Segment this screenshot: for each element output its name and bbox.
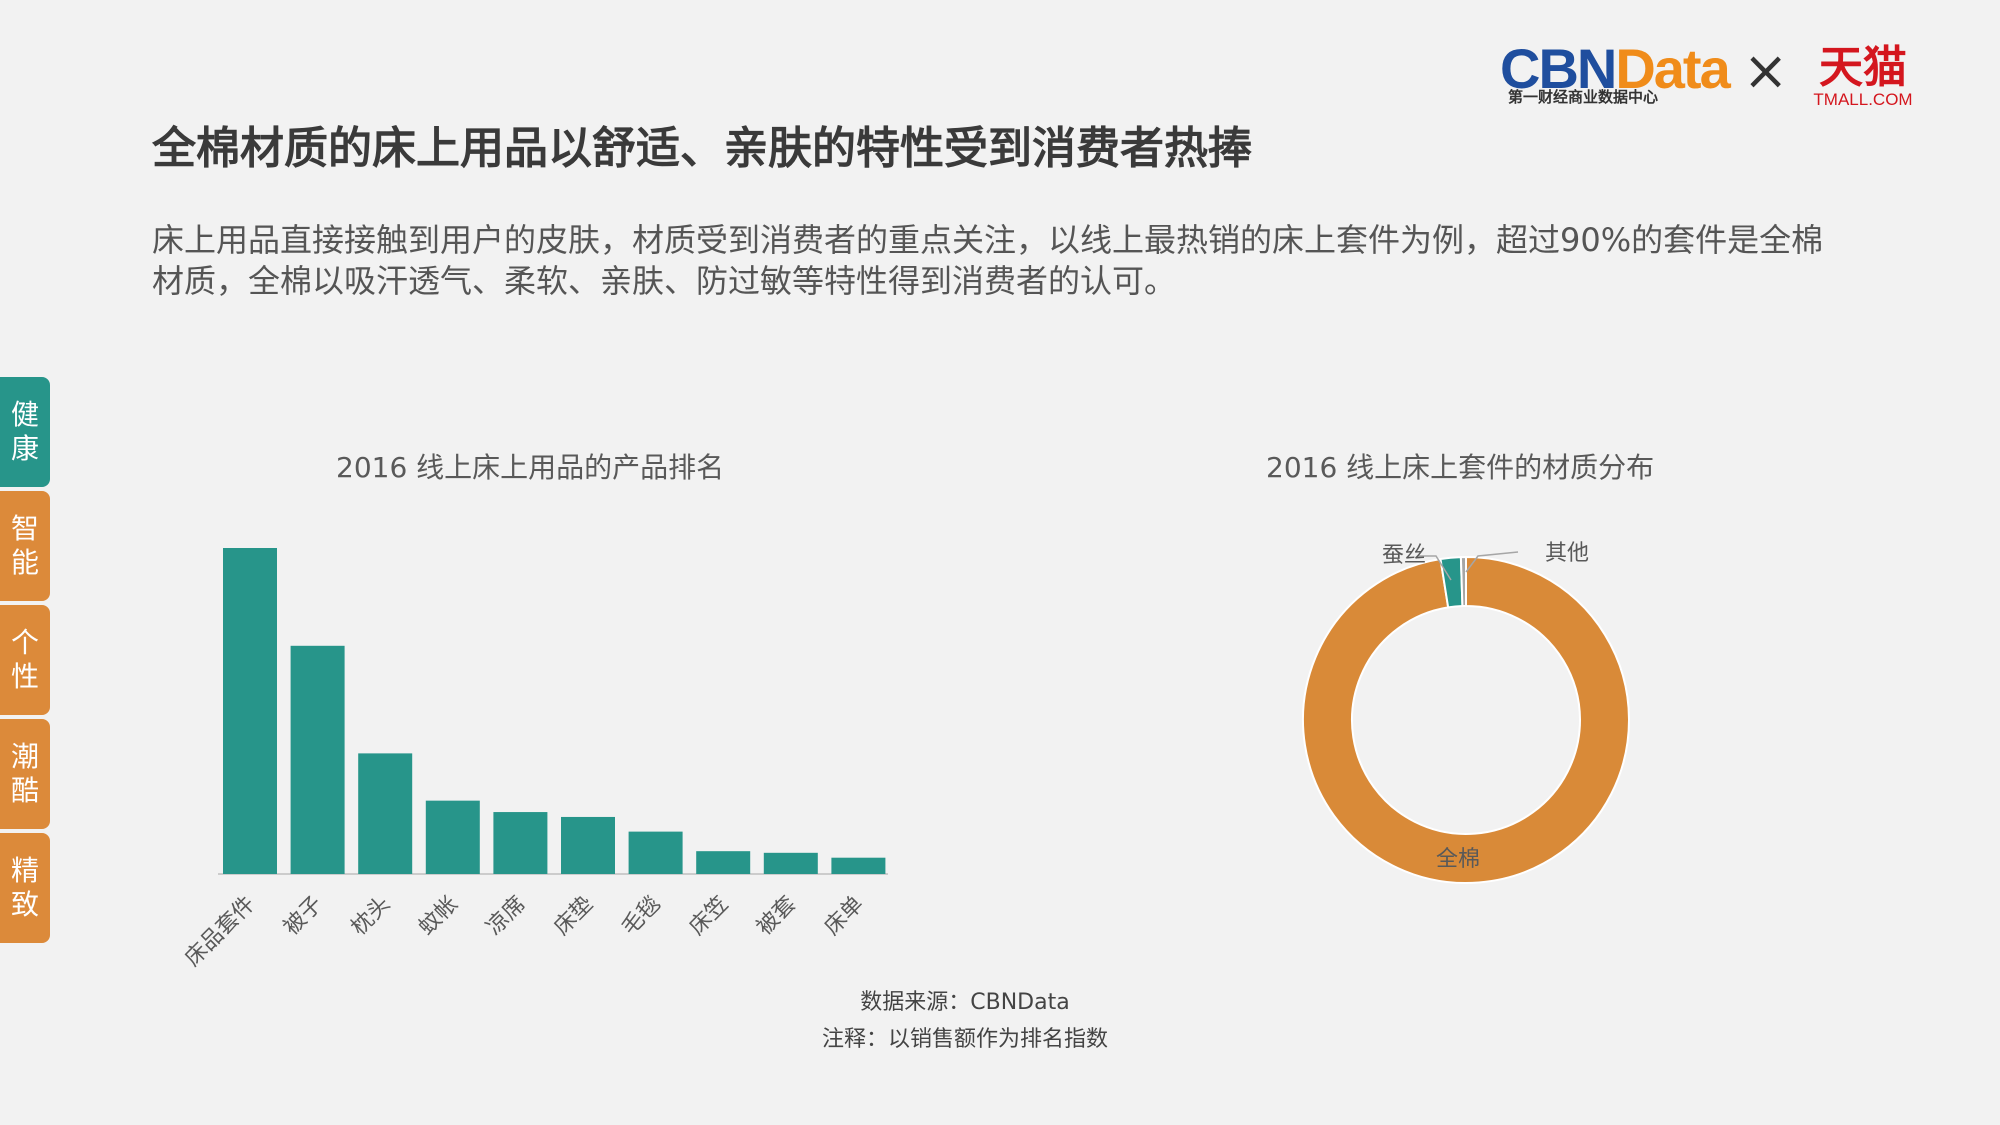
bar-7 [628, 831, 683, 874]
bar-4 [425, 800, 480, 874]
bar-1 [223, 548, 277, 874]
side-tab-char: 精 [10, 854, 39, 887]
side-tab-char: 潮 [10, 740, 39, 773]
side-tab-char: 健 [10, 398, 39, 431]
bar-tick-label: 蚊帐 [414, 892, 463, 941]
donut-chart-title: 2016 线上床上套件的材质分布 [1266, 451, 1655, 484]
brand-logos: CBNData 第一财经商业数据中心 × 天猫 TMALL.COM [1500, 37, 1913, 120]
side-tab-health[interactable]: 健 康 [0, 377, 50, 487]
side-tab-trendy[interactable]: 潮 酷 [0, 719, 50, 829]
donut-label-other: 其他 [1545, 541, 1589, 566]
side-tab-char: 性 [10, 660, 39, 693]
page-title: 全棉材质的床上用品以舒适、亲肤的特性受到消费者热捧 [152, 123, 1252, 174]
bar-tick-label: 凉席 [482, 892, 531, 941]
side-tab-exquisite[interactable]: 精 致 [0, 833, 50, 943]
side-tab-personal[interactable]: 个 性 [0, 605, 50, 715]
bar-8 [696, 851, 751, 874]
side-tab-char: 智 [10, 512, 39, 545]
bar-2 [290, 645, 345, 874]
donut-slice-cotton [1302, 555, 1630, 884]
bar-3 [358, 753, 413, 874]
bar-tick-label: 枕头 [347, 892, 396, 941]
bar-tick-label: 床笠 [685, 892, 734, 941]
tmall-logo-en: TMALL.COM [1813, 90, 1913, 109]
side-tab-char: 致 [10, 888, 39, 921]
bar-chart-title: 2016 线上床上用品的产品排名 [336, 451, 725, 484]
donut-label-cotton: 全棉 [1436, 847, 1480, 872]
ranking-remark-note: 注释：以销售额作为排名指数 [821, 1027, 1108, 1052]
side-tab-char: 能 [10, 546, 39, 579]
bar-tick-label: 毛毯 [617, 892, 666, 941]
bar-tick-label: 床垫 [549, 892, 598, 941]
bar-9 [763, 852, 818, 874]
donut-slice-other [1459, 555, 1467, 608]
bar-tick-label: 床单 [820, 892, 869, 941]
tmall-logo: 天猫 TMALL.COM [1808, 42, 1918, 109]
bar-5 [493, 812, 548, 874]
tmall-logo-cn: 天猫 [1819, 42, 1907, 93]
data-source-note: 数据来源：CBNData [860, 990, 1070, 1015]
donut-label-silk: 蚕丝 [1382, 543, 1426, 568]
cbndata-subtitle: 第一财经商业数据中心 [1508, 88, 1659, 106]
cbndata-logo: CBNData [1500, 37, 1731, 100]
bar-tick-label: 被套 [752, 892, 801, 941]
bar-10 [831, 857, 886, 874]
side-tab-char: 酷 [10, 774, 39, 807]
bar-tick-label: 床品套件 [180, 892, 260, 972]
page-description: 床上用品直接接触到用户的皮肤，材质受到消费者的重点关注，以线上最热销的床上套件为… [152, 221, 1824, 300]
donut-leader-silk [1418, 555, 1452, 581]
bar-tick-label: 被子 [279, 892, 328, 941]
donut-leader-other [1465, 551, 1519, 573]
side-tab-char: 个 [10, 626, 39, 659]
collaboration-times-icon: × [1743, 39, 1789, 102]
side-tab-smart[interactable]: 智 能 [0, 491, 50, 601]
bar-6 [561, 816, 615, 874]
side-tab-char: 康 [10, 432, 39, 465]
